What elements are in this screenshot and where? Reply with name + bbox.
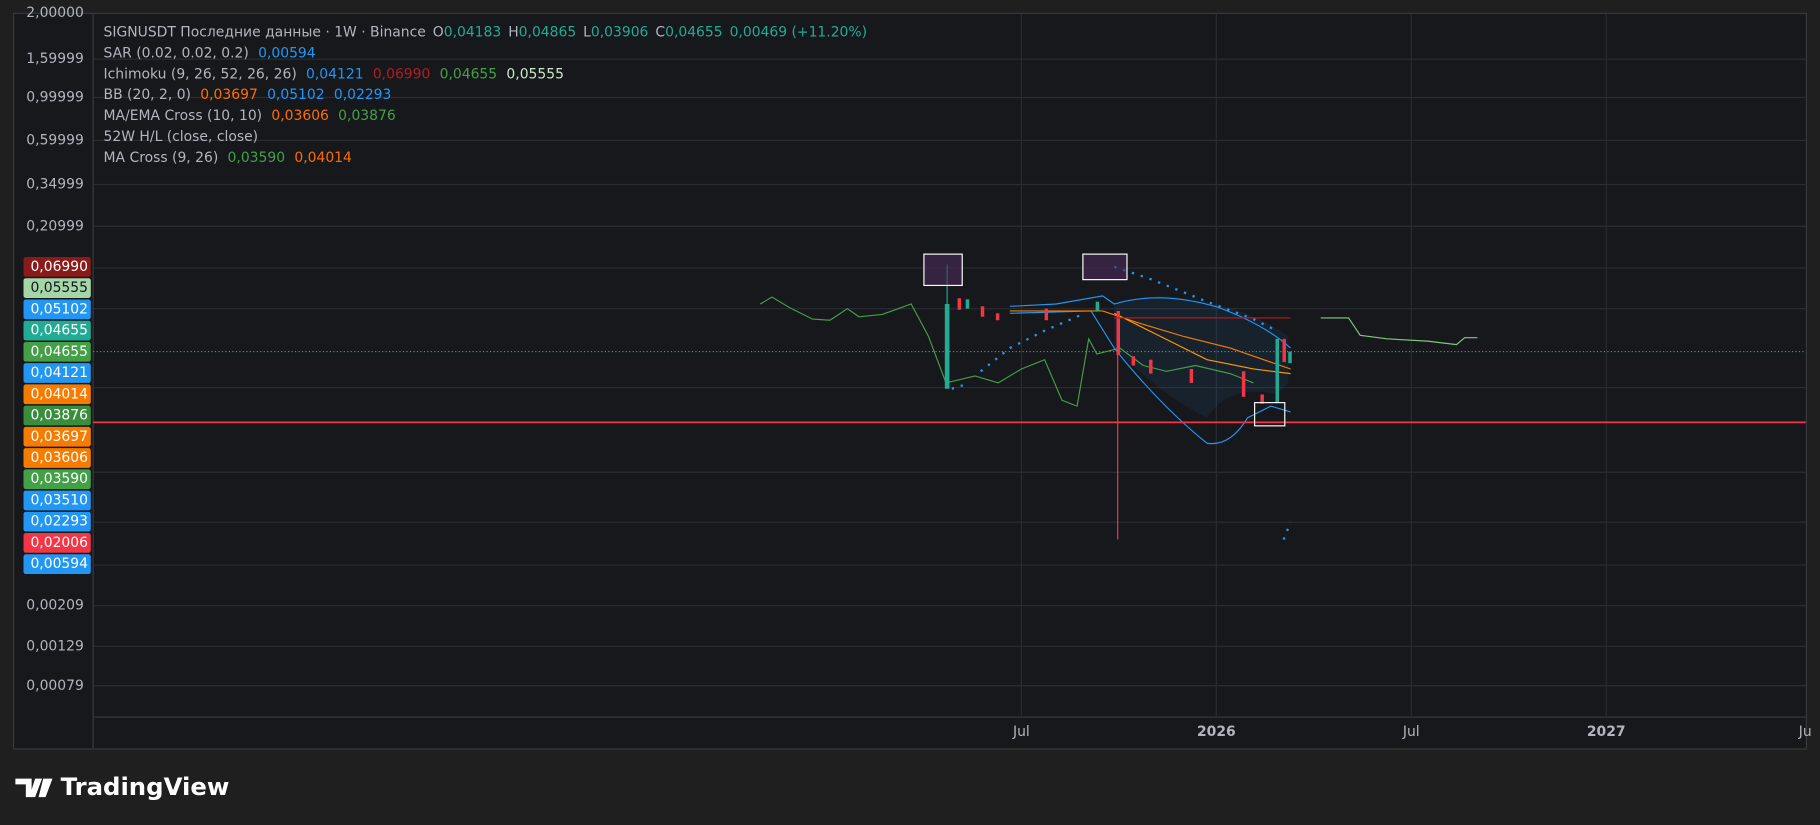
price-label: 0,00209 [26, 598, 84, 614]
price-label: 0,99999 [26, 89, 84, 105]
indicator-value: 0,03697 [200, 87, 258, 103]
price-badge [23, 426, 91, 447]
ohlc-key: C [655, 24, 665, 40]
price-badge-label: 0,02293 [30, 514, 88, 530]
time-axis: Jul 2026 Jul 2027 Ju [1012, 724, 1812, 740]
indicator-value: 0,03876 [338, 108, 396, 124]
price-label: 0,34999 [26, 176, 84, 192]
price-badge [23, 448, 91, 468]
indicator-name: SAR (0.02, 0.02, 0.2) [104, 45, 249, 61]
ohlc-key: H [508, 24, 518, 40]
price-badge-label: 0,03876 [30, 408, 88, 424]
price-drawing [93, 253, 1806, 540]
legend: SIGNUSDT Последние данные · 1W · Binance… [104, 24, 867, 165]
time-label: Jul [1012, 724, 1030, 740]
indicator-name: BB (20, 2, 0) [104, 87, 191, 103]
price-badge-label: 0,05555 [30, 280, 88, 296]
price-badge [23, 341, 91, 362]
price-label: 1,59999 [26, 51, 84, 67]
price-label: 0,00079 [26, 678, 84, 694]
brand-name: TradingView [61, 772, 230, 801]
price-badge-label: 0,06990 [30, 259, 88, 275]
symbol: SIGNUSDT Последние данные · 1W · Binance [104, 24, 426, 40]
price-badge [23, 405, 91, 426]
indicator-name: MA Cross (9, 26) [104, 150, 219, 166]
chart-panel [13, 12, 1807, 750]
price-label: 2,00000 [26, 5, 84, 21]
indicator-name: Ichimoku (9, 26, 52, 26, 26) [104, 66, 297, 82]
price-axis: 2,00000 1,59999 0,99999 0,59999 0,34999 0,209… [23, 5, 91, 694]
price-badge-label: 0,05102 [30, 301, 88, 317]
indicator-value: 0,06990 [373, 66, 431, 82]
price-badge-label: 0,04655 [30, 344, 88, 360]
price-badge-label: 0,03697 [30, 429, 88, 445]
indicator-value: 0,00594 [258, 45, 316, 61]
indicator-name: MA/EMA Cross (10, 10) [104, 108, 263, 124]
indicator-value: 0,04121 [306, 66, 364, 82]
ohlc-value: 0,04655 [665, 24, 723, 40]
ohlc-value: 0,03906 [591, 24, 649, 40]
price-badge [23, 490, 91, 511]
price-badge [23, 384, 91, 405]
price-badge-label: 0,04655 [30, 323, 88, 339]
price-badge-label: 0,03590 [30, 471, 88, 487]
time-label: 2026 [1197, 724, 1236, 740]
price-badge-label: 0,03606 [30, 450, 88, 466]
price-badge [23, 299, 91, 320]
price-badge-label: 0,03510 [30, 492, 88, 508]
price-badge [23, 469, 91, 490]
change: 0,00469 (+11.20%) [730, 24, 867, 40]
price-badge [23, 533, 91, 553]
price-badge-label: 0,04014 [30, 386, 88, 402]
grid [93, 13, 1806, 718]
price-label: 0,59999 [26, 132, 84, 148]
indicator-value: 0,05102 [267, 87, 325, 103]
price-badge [23, 554, 91, 575]
price-badge [23, 363, 91, 383]
indicator-value: 0,04014 [294, 150, 352, 166]
price-badge [23, 511, 91, 532]
indicator-value: 0,02293 [334, 87, 392, 103]
price-label: 0,00129 [26, 638, 84, 654]
price-badge-label: 0,00594 [30, 556, 88, 572]
indicator-value: 0,03590 [228, 150, 286, 166]
time-label: Jul [1402, 724, 1420, 740]
ohlc-value: 0,04183 [444, 24, 502, 40]
ohlc-value: 0,04865 [519, 24, 577, 40]
price-badge [23, 278, 91, 298]
indicator-name: 52W H/L (close, close) [104, 129, 259, 145]
indicator-value: 0,03606 [271, 108, 329, 124]
price-label: 0,20999 [26, 218, 84, 234]
ohlc-key: O [433, 24, 444, 40]
price-badge [23, 320, 91, 341]
brand-logo [15, 778, 53, 798]
indicator-value: 0,04655 [440, 66, 498, 82]
time-label: Ju [1798, 724, 1812, 740]
ohlc-key: L [583, 24, 591, 40]
indicator-value: 0,05555 [506, 66, 564, 82]
price-badge-label: 0,02006 [30, 535, 88, 551]
time-label: 2027 [1587, 724, 1626, 740]
brand[interactable]: TradingView [15, 772, 229, 801]
price-badge [23, 257, 91, 277]
price-badge-label: 0,04121 [30, 365, 88, 381]
